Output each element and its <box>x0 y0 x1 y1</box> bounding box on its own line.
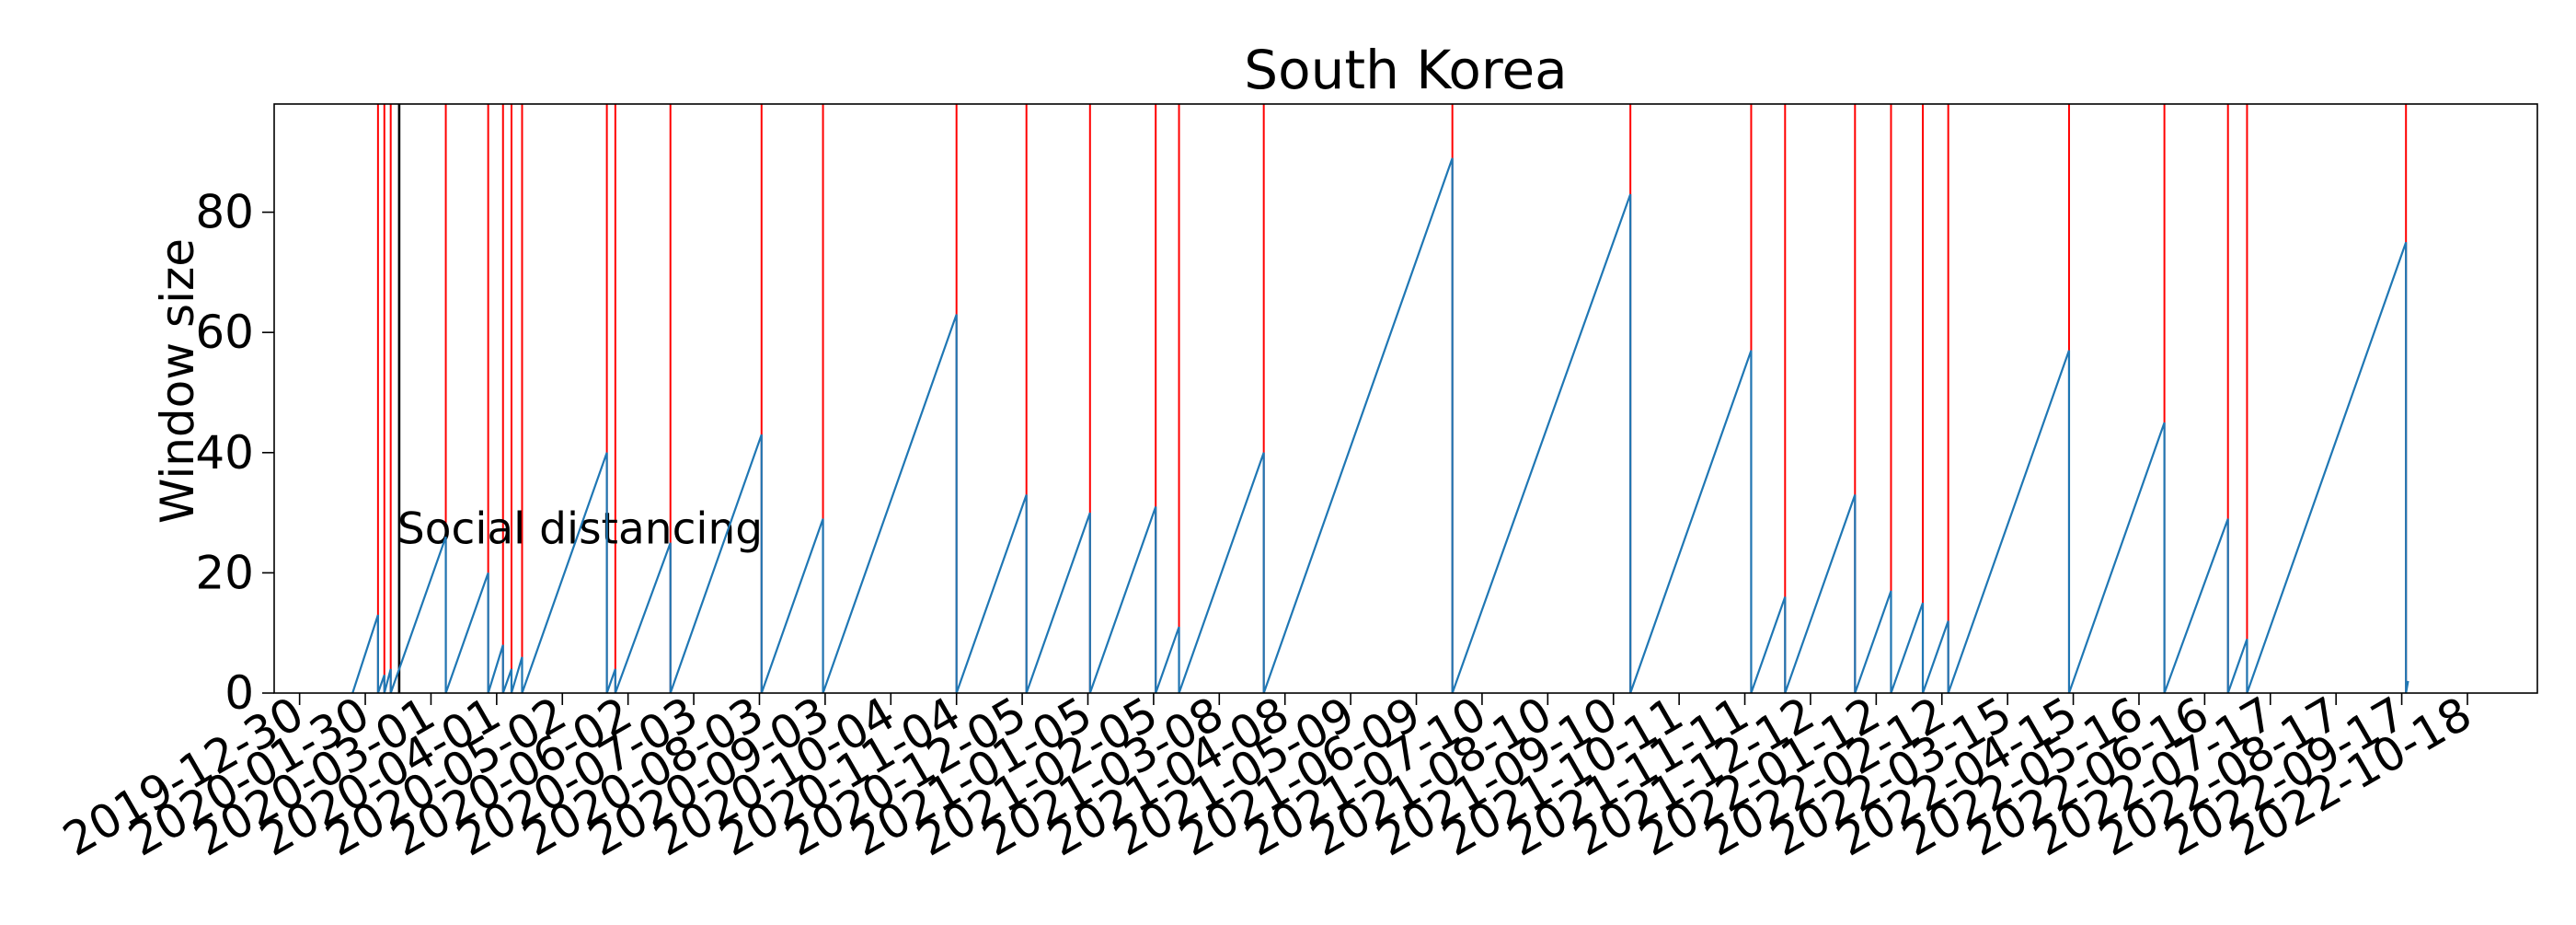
y-tick-label: 0 <box>224 666 254 720</box>
plot-frame <box>273 103 2538 694</box>
y-tick-label: 60 <box>195 306 254 359</box>
y-tick-label: 80 <box>195 186 254 239</box>
y-tick-label: 20 <box>195 546 254 599</box>
x-axis: 2019-12-302020-01-302020-03-012020-04-01… <box>54 687 2480 867</box>
plot-area: Social distancing <box>351 104 2409 694</box>
chart-title: South Korea <box>1244 39 1567 101</box>
series-line <box>351 157 2409 694</box>
y-axis-label: Window size <box>151 238 204 524</box>
y-tick-label: 40 <box>195 426 254 480</box>
y-axis: 0 20 40 60 80 <box>195 186 274 720</box>
